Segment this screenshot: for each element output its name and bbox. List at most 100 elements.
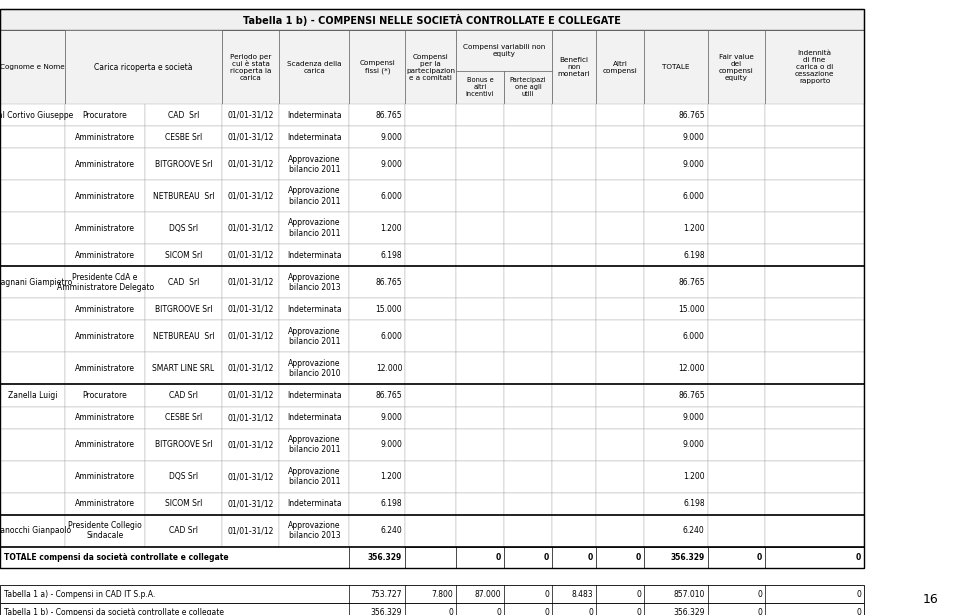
Text: Compensi
fissi (*): Compensi fissi (*) — [359, 60, 396, 74]
Bar — [456, 407, 504, 429]
Text: 01/01-31/12: 01/01-31/12 — [228, 413, 274, 422]
Bar — [552, 320, 596, 352]
Text: 9.000: 9.000 — [380, 160, 402, 169]
Bar — [279, 298, 349, 320]
Bar — [504, 429, 552, 461]
Bar — [65, 461, 145, 493]
Bar — [456, 461, 504, 493]
Bar — [0, 266, 65, 298]
Text: CESBE Srl: CESBE Srl — [165, 413, 202, 422]
Text: Dal Cortivo Giuseppe: Dal Cortivo Giuseppe — [0, 111, 73, 119]
Bar — [279, 493, 349, 515]
Bar — [145, 493, 222, 515]
Text: CAD Srl: CAD Srl — [169, 391, 198, 400]
Bar — [765, 30, 864, 104]
Text: CAD Srl: CAD Srl — [169, 526, 198, 535]
Text: Bonus e
altri
incentivi: Bonus e altri incentivi — [466, 77, 494, 97]
Text: 12.000: 12.000 — [375, 364, 402, 373]
Text: Amministratore: Amministratore — [75, 472, 135, 481]
Text: 01/01-31/12: 01/01-31/12 — [228, 364, 274, 373]
Text: Amministratore: Amministratore — [75, 413, 135, 422]
Text: Approvazione
bilancio 2011: Approvazione bilancio 2011 — [288, 327, 341, 346]
Bar — [0, 407, 65, 429]
Text: Presidente Collegio
Sindacale: Presidente Collegio Sindacale — [68, 521, 142, 541]
Text: 0: 0 — [544, 590, 549, 598]
Bar — [65, 244, 145, 266]
Bar — [765, 148, 864, 180]
Bar — [349, 429, 405, 461]
Text: Amministratore: Amministratore — [75, 224, 135, 232]
Bar — [504, 298, 552, 320]
Text: 0: 0 — [496, 553, 501, 561]
Text: SICOM Srl: SICOM Srl — [165, 251, 202, 260]
Text: NETBUREAU  Srl: NETBUREAU Srl — [153, 192, 214, 200]
Text: 8.483: 8.483 — [571, 590, 593, 598]
Text: 01/01-31/12: 01/01-31/12 — [228, 472, 274, 481]
Bar — [596, 352, 644, 384]
Text: 6.240: 6.240 — [683, 526, 705, 535]
Bar — [405, 461, 456, 493]
Text: 0: 0 — [757, 553, 762, 561]
Text: 857.010: 857.010 — [673, 590, 705, 598]
Bar — [708, 493, 765, 515]
Bar — [504, 244, 552, 266]
Bar — [0, 320, 65, 352]
Bar — [596, 515, 644, 547]
Bar — [405, 212, 456, 244]
Bar — [596, 126, 644, 148]
Bar — [65, 493, 145, 515]
Text: 12.000: 12.000 — [678, 364, 705, 373]
Bar — [0, 298, 65, 320]
Text: Fair value
dei
compensi
equity: Fair value dei compensi equity — [719, 54, 754, 81]
Bar — [644, 266, 708, 298]
Bar — [644, 30, 708, 104]
Text: 15.000: 15.000 — [678, 305, 705, 314]
Bar — [145, 30, 222, 104]
Text: 356.329: 356.329 — [371, 608, 402, 615]
Bar — [765, 352, 864, 384]
Text: 1.200: 1.200 — [380, 224, 402, 232]
Bar — [0, 461, 65, 493]
Text: 9.000: 9.000 — [380, 413, 402, 422]
Bar — [145, 298, 222, 320]
Bar — [504, 266, 552, 298]
Text: BITGROOVE Srl: BITGROOVE Srl — [155, 440, 212, 449]
Bar — [644, 407, 708, 429]
Bar — [644, 148, 708, 180]
Bar — [0, 585, 864, 603]
Bar — [644, 515, 708, 547]
Bar — [145, 352, 222, 384]
Bar — [504, 384, 552, 407]
Text: 0: 0 — [544, 608, 549, 615]
Bar — [765, 266, 864, 298]
Bar — [708, 461, 765, 493]
Text: 1.200: 1.200 — [380, 472, 402, 481]
Bar — [596, 384, 644, 407]
Bar — [279, 266, 349, 298]
Bar — [405, 493, 456, 515]
Bar — [65, 126, 145, 148]
Bar — [456, 212, 504, 244]
Bar — [552, 126, 596, 148]
Text: 9.000: 9.000 — [683, 133, 705, 141]
Text: 0: 0 — [757, 608, 762, 615]
Bar — [708, 320, 765, 352]
Text: 86.765: 86.765 — [678, 111, 705, 119]
Bar — [504, 104, 552, 126]
Text: Approvazione
bilancio 2013: Approvazione bilancio 2013 — [288, 521, 341, 541]
Bar — [456, 244, 504, 266]
Text: 7.800: 7.800 — [431, 590, 453, 598]
Bar — [765, 493, 864, 515]
Text: 01/01-31/12: 01/01-31/12 — [228, 332, 274, 341]
Bar — [504, 320, 552, 352]
Bar — [65, 180, 145, 212]
Bar — [145, 104, 222, 126]
Bar — [349, 30, 405, 104]
Text: 6.000: 6.000 — [683, 192, 705, 200]
Bar — [405, 266, 456, 298]
Bar — [552, 266, 596, 298]
Text: Scadenza della
carica: Scadenza della carica — [287, 60, 342, 74]
Text: Tabella 1 b) - COMPENSI NELLE SOCIETÀ CONTROLLATE E COLLEGATE: Tabella 1 b) - COMPENSI NELLE SOCIETÀ CO… — [243, 14, 621, 26]
Bar — [0, 547, 864, 568]
Bar — [349, 515, 405, 547]
